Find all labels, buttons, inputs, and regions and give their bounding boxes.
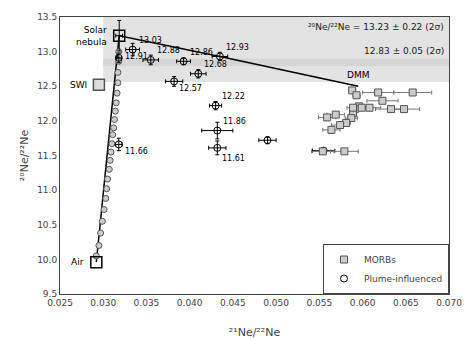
svg-text:0.040: 0.040 <box>177 298 203 308</box>
svg-text:Air: Air <box>71 257 84 267</box>
svg-text:²⁰Ne/²²Ne = 13.23 ± 0.22 (2σ): ²⁰Ne/²²Ne = 13.23 ± 0.22 (2σ) <box>308 22 444 32</box>
svg-text:11.5: 11.5 <box>37 151 57 161</box>
svg-text:11.66: 11.66 <box>125 147 148 156</box>
svg-text:SWI: SWI <box>70 80 87 90</box>
svg-text:12.83 ± 0.05 (2σ): 12.83 ± 0.05 (2σ) <box>364 46 444 56</box>
svg-text:0.050: 0.050 <box>263 298 289 308</box>
svg-text:10.0: 10.0 <box>37 255 57 265</box>
svg-text:Solarnebula: Solarnebula <box>76 25 107 47</box>
svg-text:11.0: 11.0 <box>37 185 57 195</box>
svg-text:12.86: 12.86 <box>190 48 213 57</box>
svg-text:0.055: 0.055 <box>306 298 332 308</box>
svg-text:12.91: 12.91 <box>125 52 148 61</box>
svg-text:12.68: 12.68 <box>204 60 227 69</box>
svg-text:0.025: 0.025 <box>47 298 73 308</box>
svg-text:Plume-influenced: Plume-influenced <box>364 274 442 284</box>
svg-text:0.060: 0.060 <box>350 298 376 308</box>
svg-text:11.86: 11.86 <box>223 117 246 126</box>
svg-text:²⁰Ne/²²Ne: ²⁰Ne/²²Ne <box>18 130 31 182</box>
svg-text:13.0: 13.0 <box>37 47 57 57</box>
svg-text:13.5: 13.5 <box>37 12 57 22</box>
svg-text:DMM: DMM <box>347 70 369 80</box>
svg-text:12.22: 12.22 <box>222 92 245 101</box>
svg-text:10.5: 10.5 <box>37 220 57 230</box>
svg-text:0.035: 0.035 <box>134 298 160 308</box>
svg-text:0.070: 0.070 <box>436 298 462 308</box>
svg-text:9.5: 9.5 <box>43 289 57 299</box>
svg-text:12.5: 12.5 <box>37 81 57 91</box>
svg-text:0.065: 0.065 <box>393 298 419 308</box>
svg-text:0.030: 0.030 <box>90 298 116 308</box>
svg-text:²¹Ne/²²Ne: ²¹Ne/²²Ne <box>229 326 281 339</box>
svg-text:11.61: 11.61 <box>222 154 245 163</box>
svg-text:12.93: 12.93 <box>226 43 249 52</box>
svg-text:0.045: 0.045 <box>220 298 246 308</box>
svg-text:12.0: 12.0 <box>37 116 57 126</box>
svg-text:MORBs: MORBs <box>364 255 396 265</box>
svg-text:12.57: 12.57 <box>179 84 202 93</box>
svg-text:13.03: 13.03 <box>139 36 162 45</box>
svg-text:12.88: 12.88 <box>157 46 180 55</box>
